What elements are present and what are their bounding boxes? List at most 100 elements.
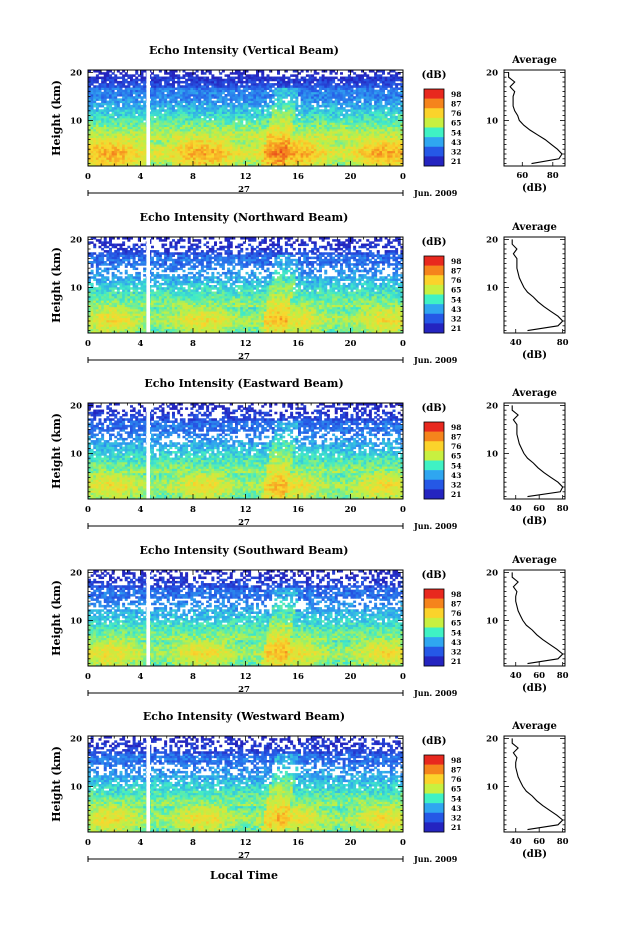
x-tick-label: 4 bbox=[138, 505, 144, 515]
colorbar-swatch bbox=[424, 431, 444, 442]
x-tick-label: 20 bbox=[345, 672, 357, 682]
colorbar-tick-label: 21 bbox=[451, 657, 461, 666]
panel-title: Echo Intensity (Eastward Beam) bbox=[144, 377, 343, 390]
y-tick-label: 10 bbox=[70, 116, 82, 126]
profile-x-axis-title: (dB) bbox=[522, 183, 547, 194]
data-gap bbox=[146, 70, 151, 166]
heatmap-cells bbox=[88, 237, 404, 334]
x-tick-label: 8 bbox=[190, 505, 196, 515]
colorbar-swatch bbox=[424, 313, 444, 324]
profile-x-tick-label: 60 bbox=[516, 171, 528, 181]
panel-title: Echo Intensity (Southward Beam) bbox=[140, 544, 349, 557]
profile-line bbox=[511, 738, 564, 831]
colorbar-swatch bbox=[424, 489, 444, 500]
colorbar-tick-label: 76 bbox=[451, 609, 461, 618]
x-tick-label: 4 bbox=[138, 838, 144, 848]
colorbar-swatch bbox=[424, 422, 444, 432]
colorbar-tick-label: 87 bbox=[451, 432, 461, 441]
y-tick-label: 20 bbox=[70, 235, 82, 245]
profile-y-tick-label: 10 bbox=[486, 283, 498, 293]
colorbar-swatch bbox=[424, 764, 444, 775]
x-tick-label: 20 bbox=[345, 505, 357, 515]
y-tick-label: 10 bbox=[70, 449, 82, 459]
colorbar-swatch bbox=[424, 627, 444, 638]
x-tick-label: 20 bbox=[345, 838, 357, 848]
colorbar-swatch bbox=[424, 755, 444, 765]
profile-x-axis-title: (dB) bbox=[522, 683, 547, 694]
colorbar-tick-label: 43 bbox=[451, 804, 461, 813]
colorbar-tick-label: 76 bbox=[451, 775, 461, 784]
day-label: 27 bbox=[238, 518, 250, 528]
colorbar-swatch bbox=[424, 470, 444, 481]
x-tick-label: 12 bbox=[240, 672, 252, 682]
colorbar-swatch bbox=[424, 589, 444, 599]
colorbar-swatch bbox=[424, 479, 444, 490]
profile-y-tick-label: 10 bbox=[486, 449, 498, 459]
x-tick-label: 16 bbox=[292, 339, 304, 349]
profile-x-tick-label: 40 bbox=[510, 504, 522, 514]
y-tick-label: 20 bbox=[70, 734, 82, 744]
panel-title: Echo Intensity (Northward Beam) bbox=[140, 211, 349, 224]
colorbar-tick-label: 43 bbox=[451, 138, 461, 147]
profile-x-tick-label: 60 bbox=[533, 837, 545, 847]
colorbar-tick-label: 76 bbox=[451, 442, 461, 451]
colorbar-tick-label: 21 bbox=[451, 823, 461, 832]
y-axis-title: Height (km) bbox=[50, 80, 63, 156]
colorbar-tick-label: 98 bbox=[451, 90, 461, 99]
colorbar-tick-label: 54 bbox=[451, 461, 461, 470]
colorbar-swatch bbox=[424, 646, 444, 657]
day-label: 27 bbox=[238, 185, 250, 195]
colorbar-tick-label: 32 bbox=[451, 481, 461, 490]
x-tick-label: 16 bbox=[292, 838, 304, 848]
x-tick-label: 12 bbox=[240, 172, 252, 182]
colorbar-swatch bbox=[424, 146, 444, 157]
y-tick-label: 20 bbox=[70, 401, 82, 411]
colorbar-swatch bbox=[424, 284, 444, 295]
data-gap bbox=[146, 736, 151, 832]
colorbar-swatch bbox=[424, 127, 444, 138]
colorbar-tick-label: 32 bbox=[451, 648, 461, 657]
colorbar-tick-label: 98 bbox=[451, 590, 461, 599]
x-tick-label: 0 bbox=[400, 339, 406, 349]
colorbar-tick-label: 65 bbox=[451, 785, 461, 794]
y-axis-title: Height (km) bbox=[50, 413, 63, 489]
x-tick-label: 12 bbox=[240, 339, 252, 349]
profile-title: Average bbox=[511, 222, 557, 233]
colorbar-tick-label: 43 bbox=[451, 638, 461, 647]
colorbar-frame bbox=[423, 255, 445, 334]
x-tick-label: 4 bbox=[138, 672, 144, 682]
heatmap-cells bbox=[88, 736, 404, 833]
colorbar-swatch bbox=[424, 793, 444, 804]
colorbar-tick-label: 21 bbox=[451, 157, 461, 166]
beam-panel-1: Echo Intensity (Vertical Beam) 0 4 8 12 16 20 0… bbox=[50, 44, 566, 198]
profile-x-axis-title: (dB) bbox=[522, 516, 547, 527]
profile-x-tick-label: 40 bbox=[510, 671, 522, 681]
colorbar-tick-label: 65 bbox=[451, 119, 461, 128]
x-axis-title: Local Time bbox=[210, 869, 278, 882]
profile-frame bbox=[503, 735, 566, 833]
colorbar-tick-label: 76 bbox=[451, 276, 461, 285]
colorbar-tick-label: 21 bbox=[451, 324, 461, 333]
profile-x-tick-label: 80 bbox=[557, 504, 569, 514]
y-tick-label: 10 bbox=[70, 283, 82, 293]
x-tick-label: 4 bbox=[138, 172, 144, 182]
colorbar-swatch bbox=[424, 450, 444, 461]
profile-y-tick-label: 20 bbox=[486, 68, 498, 78]
colorbar-tick-label: 21 bbox=[451, 490, 461, 499]
colorbar-unit: (dB) bbox=[422, 403, 447, 414]
profile-title: Average bbox=[511, 55, 557, 66]
profile-y-tick-label: 20 bbox=[486, 235, 498, 245]
profile-x-tick-label: 80 bbox=[547, 171, 559, 181]
profile-y-tick-label: 10 bbox=[486, 116, 498, 126]
colorbar-swatch bbox=[424, 294, 444, 305]
profile-frame bbox=[503, 402, 566, 500]
x-tick-label: 16 bbox=[292, 505, 304, 515]
x-tick-label: 20 bbox=[345, 339, 357, 349]
x-tick-label: 0 bbox=[400, 172, 406, 182]
x-tick-label: 0 bbox=[85, 339, 91, 349]
x-tick-label: 12 bbox=[240, 838, 252, 848]
colorbar-swatch bbox=[424, 275, 444, 286]
heatmap-cells bbox=[88, 70, 404, 167]
colorbar-tick-label: 98 bbox=[451, 423, 461, 432]
beam-panel-4: Echo Intensity (Southward Beam) 0 4 8 12 16 20… bbox=[50, 544, 569, 698]
